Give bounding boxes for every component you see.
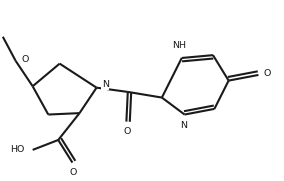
Text: O: O xyxy=(264,69,271,78)
Text: O: O xyxy=(22,55,29,64)
Text: HO: HO xyxy=(10,145,25,154)
Text: N: N xyxy=(102,80,109,89)
Text: O: O xyxy=(124,127,131,136)
Text: O: O xyxy=(69,168,77,177)
Text: NH: NH xyxy=(172,41,186,50)
Text: N: N xyxy=(180,121,187,130)
